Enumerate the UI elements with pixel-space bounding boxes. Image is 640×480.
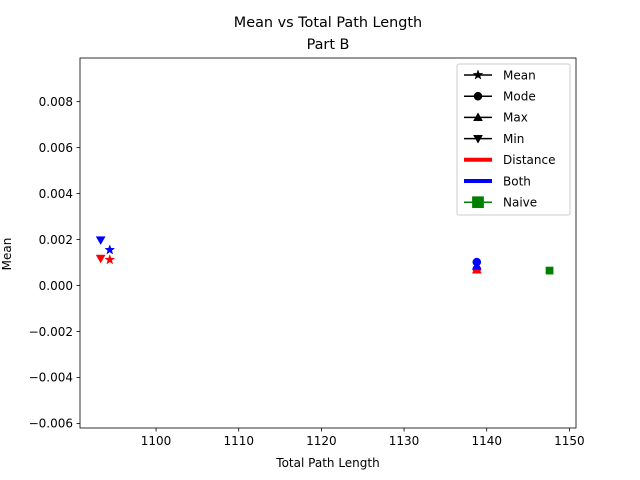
- point-both-mean: [104, 244, 116, 255]
- legend-box: [456, 63, 571, 216]
- legend-label-min: Min: [503, 132, 524, 146]
- legend-label-distance: Distance: [503, 153, 555, 167]
- point-naive-value: [545, 266, 554, 275]
- y-tick-label: 0.006: [39, 141, 73, 155]
- data-points: [95, 236, 554, 275]
- legend-marker-mode: [473, 91, 483, 101]
- legend-label-both: Both: [503, 174, 531, 188]
- point-both-min: [95, 236, 106, 246]
- point-distance-min: [95, 254, 106, 264]
- legend-marker-max: [473, 112, 483, 122]
- legend-label-max: Max: [503, 111, 528, 125]
- x-tick-label: 1100: [141, 434, 172, 448]
- legend: Mean Mode Max Min Distance Both Naive: [456, 63, 571, 216]
- legend-marker-mean: [472, 69, 484, 80]
- y-tick-label: −0.004: [29, 371, 73, 385]
- x-tick-label: 1130: [389, 434, 420, 448]
- y-tick-label: −0.002: [29, 325, 73, 339]
- x-axis-label: Total Path Length: [275, 456, 379, 470]
- y-axis: −0.006 −0.004 −0.002 0.000 0.002 0.004 0.006 0.…: [29, 95, 80, 431]
- y-tick-label: 0.000: [39, 279, 73, 293]
- legend-label-mean: Mean: [503, 68, 536, 82]
- plot-area: [79, 57, 577, 429]
- y-tick-label: 0.002: [39, 233, 73, 247]
- y-tick-label: −0.006: [29, 417, 73, 431]
- x-axis: 1100 1110 1120 1130 1140 1150: [141, 428, 585, 448]
- legend-marker-min: [473, 134, 483, 144]
- legend-label-mode: Mode: [503, 90, 536, 104]
- point-distance-mean: [104, 254, 116, 265]
- y-axis-label: Mean: [0, 238, 14, 271]
- chart-title: Mean vs Total Path Length: [234, 15, 422, 31]
- x-tick-label: 1120: [306, 434, 337, 448]
- x-tick-label: 1140: [471, 434, 502, 448]
- y-tick-label: 0.004: [39, 187, 73, 201]
- plot-frame: [79, 57, 577, 429]
- x-tick-label: 1150: [554, 434, 585, 448]
- legend-label-naive: Naive: [503, 196, 537, 210]
- legend-marker-naive: [472, 196, 484, 209]
- y-tick-label: 0.008: [39, 95, 73, 109]
- chart-subtitle: Part B: [307, 37, 350, 53]
- x-tick-label: 1110: [223, 434, 254, 448]
- point-both-mode: [472, 257, 482, 267]
